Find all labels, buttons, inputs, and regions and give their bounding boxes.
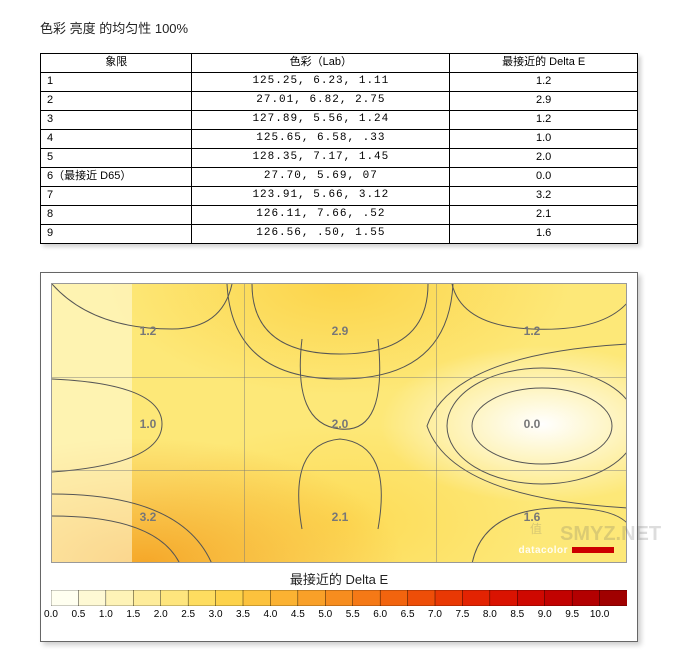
scale-tick: 10.0 [590, 609, 609, 620]
uniformity-table: 象限 色彩（Lab） 最接近的 Delta E 1125.25, 6.23, 1… [40, 53, 638, 244]
brand-label: datacolor [518, 545, 614, 556]
scale-tick: 4.0 [263, 609, 277, 620]
cell-value: 2.9 [332, 324, 349, 338]
scale-tick: 2.5 [181, 609, 195, 620]
scale-tick: 4.5 [291, 609, 305, 620]
heatmap-caption: 最接近的 Delta E [51, 569, 627, 588]
grid-line [52, 470, 626, 471]
cell-value: 1.0 [140, 417, 157, 431]
scale-tick: 9.5 [565, 609, 579, 620]
scale-tick: 1.5 [126, 609, 140, 620]
scale-tick: 2.0 [154, 609, 168, 620]
table-row: 8126.11, 7.66, .522.1 [41, 206, 638, 225]
cell-value: 3.2 [140, 510, 157, 524]
scale-tick: 6.5 [401, 609, 415, 620]
table-row: 7123.91, 5.66, 3.123.2 [41, 187, 638, 206]
scale-tick: 8.0 [483, 609, 497, 620]
col-lab: 色彩（Lab） [192, 54, 450, 73]
col-quadrant: 象限 [41, 54, 192, 73]
scale-tick: 3.5 [236, 609, 250, 620]
heatmap: datacolor 1.2 2.9 1.2 1.0 2.0 0.0 3.2 2.1 1.6 [51, 283, 627, 563]
scale-tick: 8.5 [510, 609, 524, 620]
scale-tick: 7.5 [455, 609, 469, 620]
scale-tick: 6.0 [373, 609, 387, 620]
table-row: 6（最接近 D65） 27.70, 5.69, 070.0 [41, 168, 638, 187]
table-row: 4125.65, 6.58, .331.0 [41, 130, 638, 149]
cell-value: 2.1 [332, 510, 349, 524]
cell-value: 1.6 [524, 510, 541, 524]
scale-tick: 1.0 [99, 609, 113, 620]
table-row: 1125.25, 6.23, 1.111.2 [41, 73, 638, 92]
scale-tick: 5.0 [318, 609, 332, 620]
cell-value: 0.0 [524, 417, 541, 431]
table-row: 9126.56, .50, 1.551.6 [41, 225, 638, 244]
heatmap-panel: datacolor 1.2 2.9 1.2 1.0 2.0 0.0 3.2 2.1 1.6 最接… [40, 272, 638, 642]
scale-tick: 0.0 [44, 609, 58, 620]
scale-tick: 9.0 [538, 609, 552, 620]
scale-tick: 0.5 [71, 609, 85, 620]
grid-line [436, 284, 437, 562]
col-deltae: 最接近的 Delta E [450, 54, 638, 73]
table-row: 2 27.01, 6.82, 2.752.9 [41, 92, 638, 111]
scale-tick: 7.0 [428, 609, 442, 620]
scale-tick: 5.5 [346, 609, 360, 620]
grid-line [52, 377, 626, 378]
table-row: 5128.35, 7.17, 1.452.0 [41, 149, 638, 168]
table-row: 3127.89, 5.56, 1.241.2 [41, 111, 638, 130]
cell-value: 1.2 [524, 324, 541, 338]
scale-tick: 3.0 [209, 609, 223, 620]
cell-value: 1.2 [140, 324, 157, 338]
page-title: 色彩 亮度 的均匀性 100% [40, 18, 650, 37]
colorscale-legend: 0.00.51.01.52.02.53.03.54.04.55.05.56.06… [51, 590, 627, 622]
grid-line [244, 284, 245, 562]
cell-value: 2.0 [332, 417, 349, 431]
